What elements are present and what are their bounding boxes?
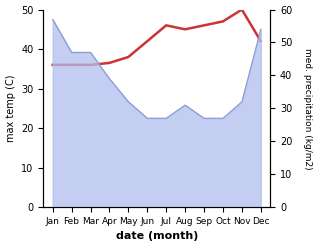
Y-axis label: med. precipitation (kg/m2): med. precipitation (kg/m2): [303, 48, 313, 169]
X-axis label: date (month): date (month): [115, 231, 198, 242]
Y-axis label: max temp (C): max temp (C): [5, 75, 16, 142]
